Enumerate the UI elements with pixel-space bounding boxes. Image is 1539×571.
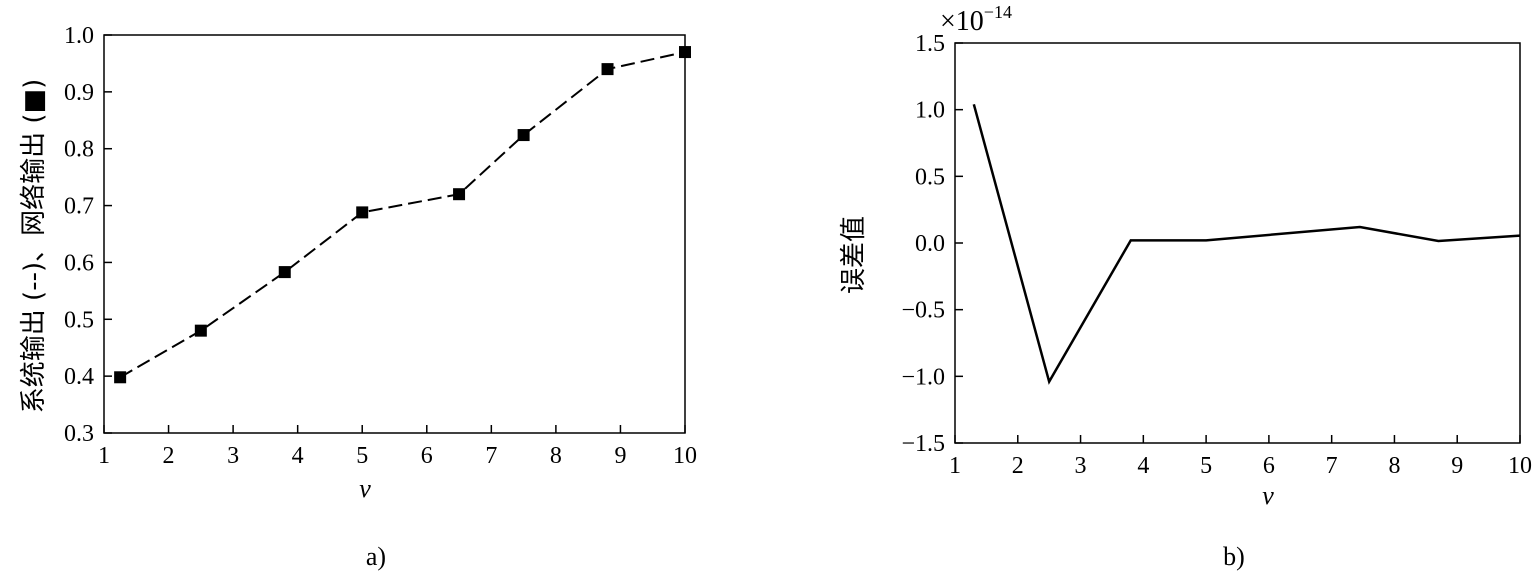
y-tick-label: 0.0 [915,231,945,257]
x-tick-label: 8 [1388,453,1400,479]
y-tick-label: −1.5 [901,431,945,457]
data-point-marker [194,324,207,337]
x-axis-label-b: v [1262,481,1274,510]
data-point-marker [453,188,466,201]
x-tick-label: 7 [1326,453,1338,479]
series-layer-a [114,46,691,384]
y-tick-label: −0.5 [901,298,945,324]
x-tick-label: 10 [1508,453,1532,479]
y-axis-ticks-b: −1.5 −1.0 −0.5 0.0 0.5 1.0 1.5 [901,31,963,457]
scale-factor-label-b: ×10−14 [940,2,1012,37]
x-tick-label: 10 [673,443,697,469]
series-layer-b [972,104,1521,385]
plot-frame-b [954,42,1521,444]
y-tick-label: 0.4 [64,364,94,390]
series-line-solid [972,104,1521,385]
y-tick-label: −1.0 [901,364,945,390]
data-point-marker [278,266,291,279]
x-tick-label: 9 [614,443,626,469]
x-tick-label: 2 [163,443,175,469]
data-point-marker [356,206,369,219]
data-point-marker [679,46,691,59]
y-tick-label: 0.3 [64,421,94,447]
panel-label-a: a) [366,542,386,571]
chart-panel-a: 1 2 3 4 5 6 7 8 9 10 0.3 0.4 0.5 0.6 0.7 0.8 0.9 1.0 v 系… [19,23,697,571]
data-point-marker [601,63,614,76]
x-tick-label: 1 [949,453,961,479]
y-tick-label: 0.7 [64,194,94,220]
x-tick-label: 9 [1451,453,1463,479]
y-axis-label-a: 系统输出 (--)、网络输出 (■) [19,79,49,413]
y-tick-label: 1.0 [915,98,945,124]
panel-label-b: b) [1223,542,1245,571]
y-axis-label-b: 误差值 [839,216,869,294]
x-tick-label: 6 [421,443,433,469]
x-tick-label: 6 [1263,453,1275,479]
y-tick-label: 0.5 [915,164,945,190]
data-point-marker [517,129,530,142]
plot-frame-a [103,34,686,434]
x-tick-label: 7 [485,443,497,469]
y-tick-label: 1.5 [915,31,945,57]
scale-factor-exponent: −14 [984,2,1012,22]
y-tick-label: 1.0 [64,23,94,49]
y-tick-label: 0.8 [64,137,94,163]
x-tick-label: 2 [1012,453,1024,479]
series-line-dashed [119,51,686,379]
chart-panel-b: 1 2 3 4 5 6 7 8 9 10 −1.5 −1.0 −0.5 0.0 0.5 1.0 1.5 v 误… [839,2,1532,571]
x-tick-label: 5 [1200,453,1212,479]
data-point-marker [114,371,127,384]
y-tick-label: 0.9 [64,80,94,106]
y-axis-ticks-a: 0.3 0.4 0.5 0.6 0.7 0.8 0.9 1.0 [64,23,112,447]
x-axis-ticks-b: 1 2 3 4 5 6 7 8 9 10 [949,435,1532,479]
y-tick-label: 0.5 [64,307,94,333]
x-axis-label-a: v [359,474,371,503]
x-tick-label: 4 [1137,453,1149,479]
x-tick-label: 8 [550,443,562,469]
y-tick-label: 0.6 [64,250,94,276]
x-tick-label: 3 [227,443,239,469]
x-axis-ticks-a: 1 2 3 4 5 6 7 8 9 10 [98,425,697,469]
x-tick-label: 5 [356,443,368,469]
x-tick-label: 1 [98,443,110,469]
x-tick-label: 4 [292,443,304,469]
scale-factor-base: ×10 [940,6,984,37]
x-tick-label: 3 [1075,453,1087,479]
